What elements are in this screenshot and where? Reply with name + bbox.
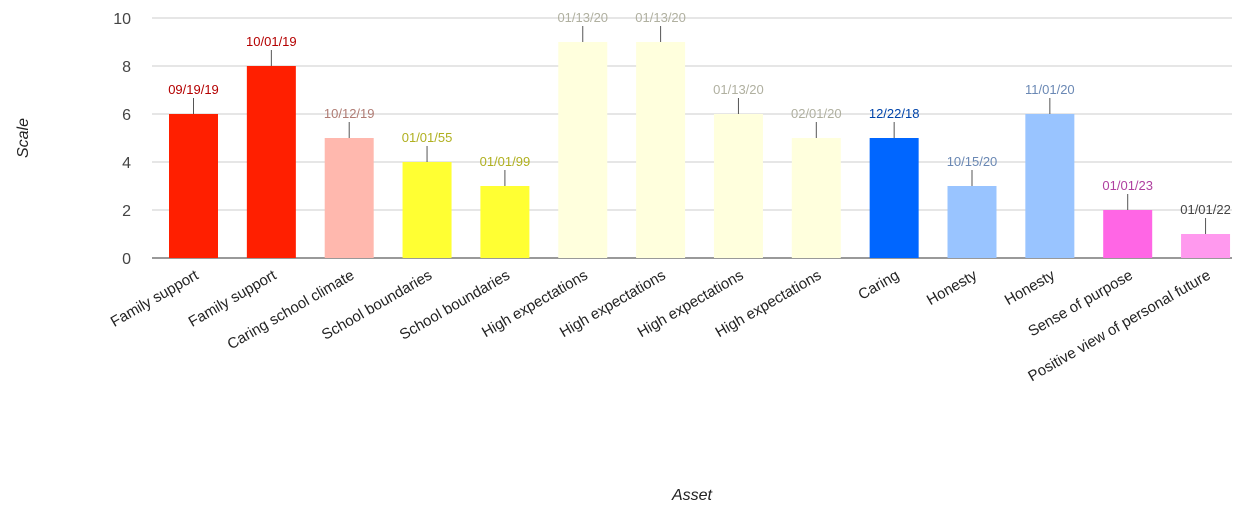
bar [246,66,296,258]
bar [558,42,608,258]
bar [869,138,919,258]
data-label: 09/19/19 [168,82,219,97]
data-label: 02/01/20 [791,106,842,121]
bar [480,186,530,258]
data-label: 11/01/20 [1025,82,1075,97]
y-tick-label: 8 [122,59,131,76]
data-label: 01/13/20 [635,10,686,25]
data-label: 01/01/23 [1102,178,1153,193]
x-tick-label: Caring school climate [225,267,358,353]
bar [947,186,997,258]
bar [1103,210,1153,258]
y-tick-label: 2 [122,203,131,220]
data-label: 01/13/20 [557,10,608,25]
data-label: 01/01/22 [1180,202,1231,217]
x-axis-title: Asset [671,487,713,504]
bar [636,42,686,258]
data-label: 01/01/55 [402,130,453,145]
y-tick-label: 10 [113,11,131,28]
y-axis-title: Scale [15,118,32,158]
y-tick-label: 4 [122,155,131,172]
x-tick-label: Honesty [924,266,981,308]
y-axis-ticks: 0 2 4 6 8 10 [113,11,131,268]
data-label: 12/22/18 [869,106,920,121]
y-tick-label: 0 [122,251,131,268]
bar [169,114,218,258]
bars-layer [169,42,1231,258]
data-label: 10/01/19 [246,34,297,49]
bar [791,138,841,258]
bar [1181,234,1231,258]
data-label: 10/12/19 [324,106,375,121]
bar [324,138,374,258]
bar [402,162,452,258]
data-labels-layer: 09/19/19 10/01/19 10/12/19 01/01/55 01/01/99… [168,10,1231,234]
x-tick-label: Honesty [1002,266,1059,308]
data-label: 01/13/20 [713,82,764,97]
y-tick-label: 6 [122,107,131,124]
data-label: 10/15/20 [947,154,998,169]
x-tick-label: Caring [855,267,902,304]
data-label: 01/01/99 [480,154,531,169]
bar [1025,114,1075,258]
bar [713,114,763,258]
